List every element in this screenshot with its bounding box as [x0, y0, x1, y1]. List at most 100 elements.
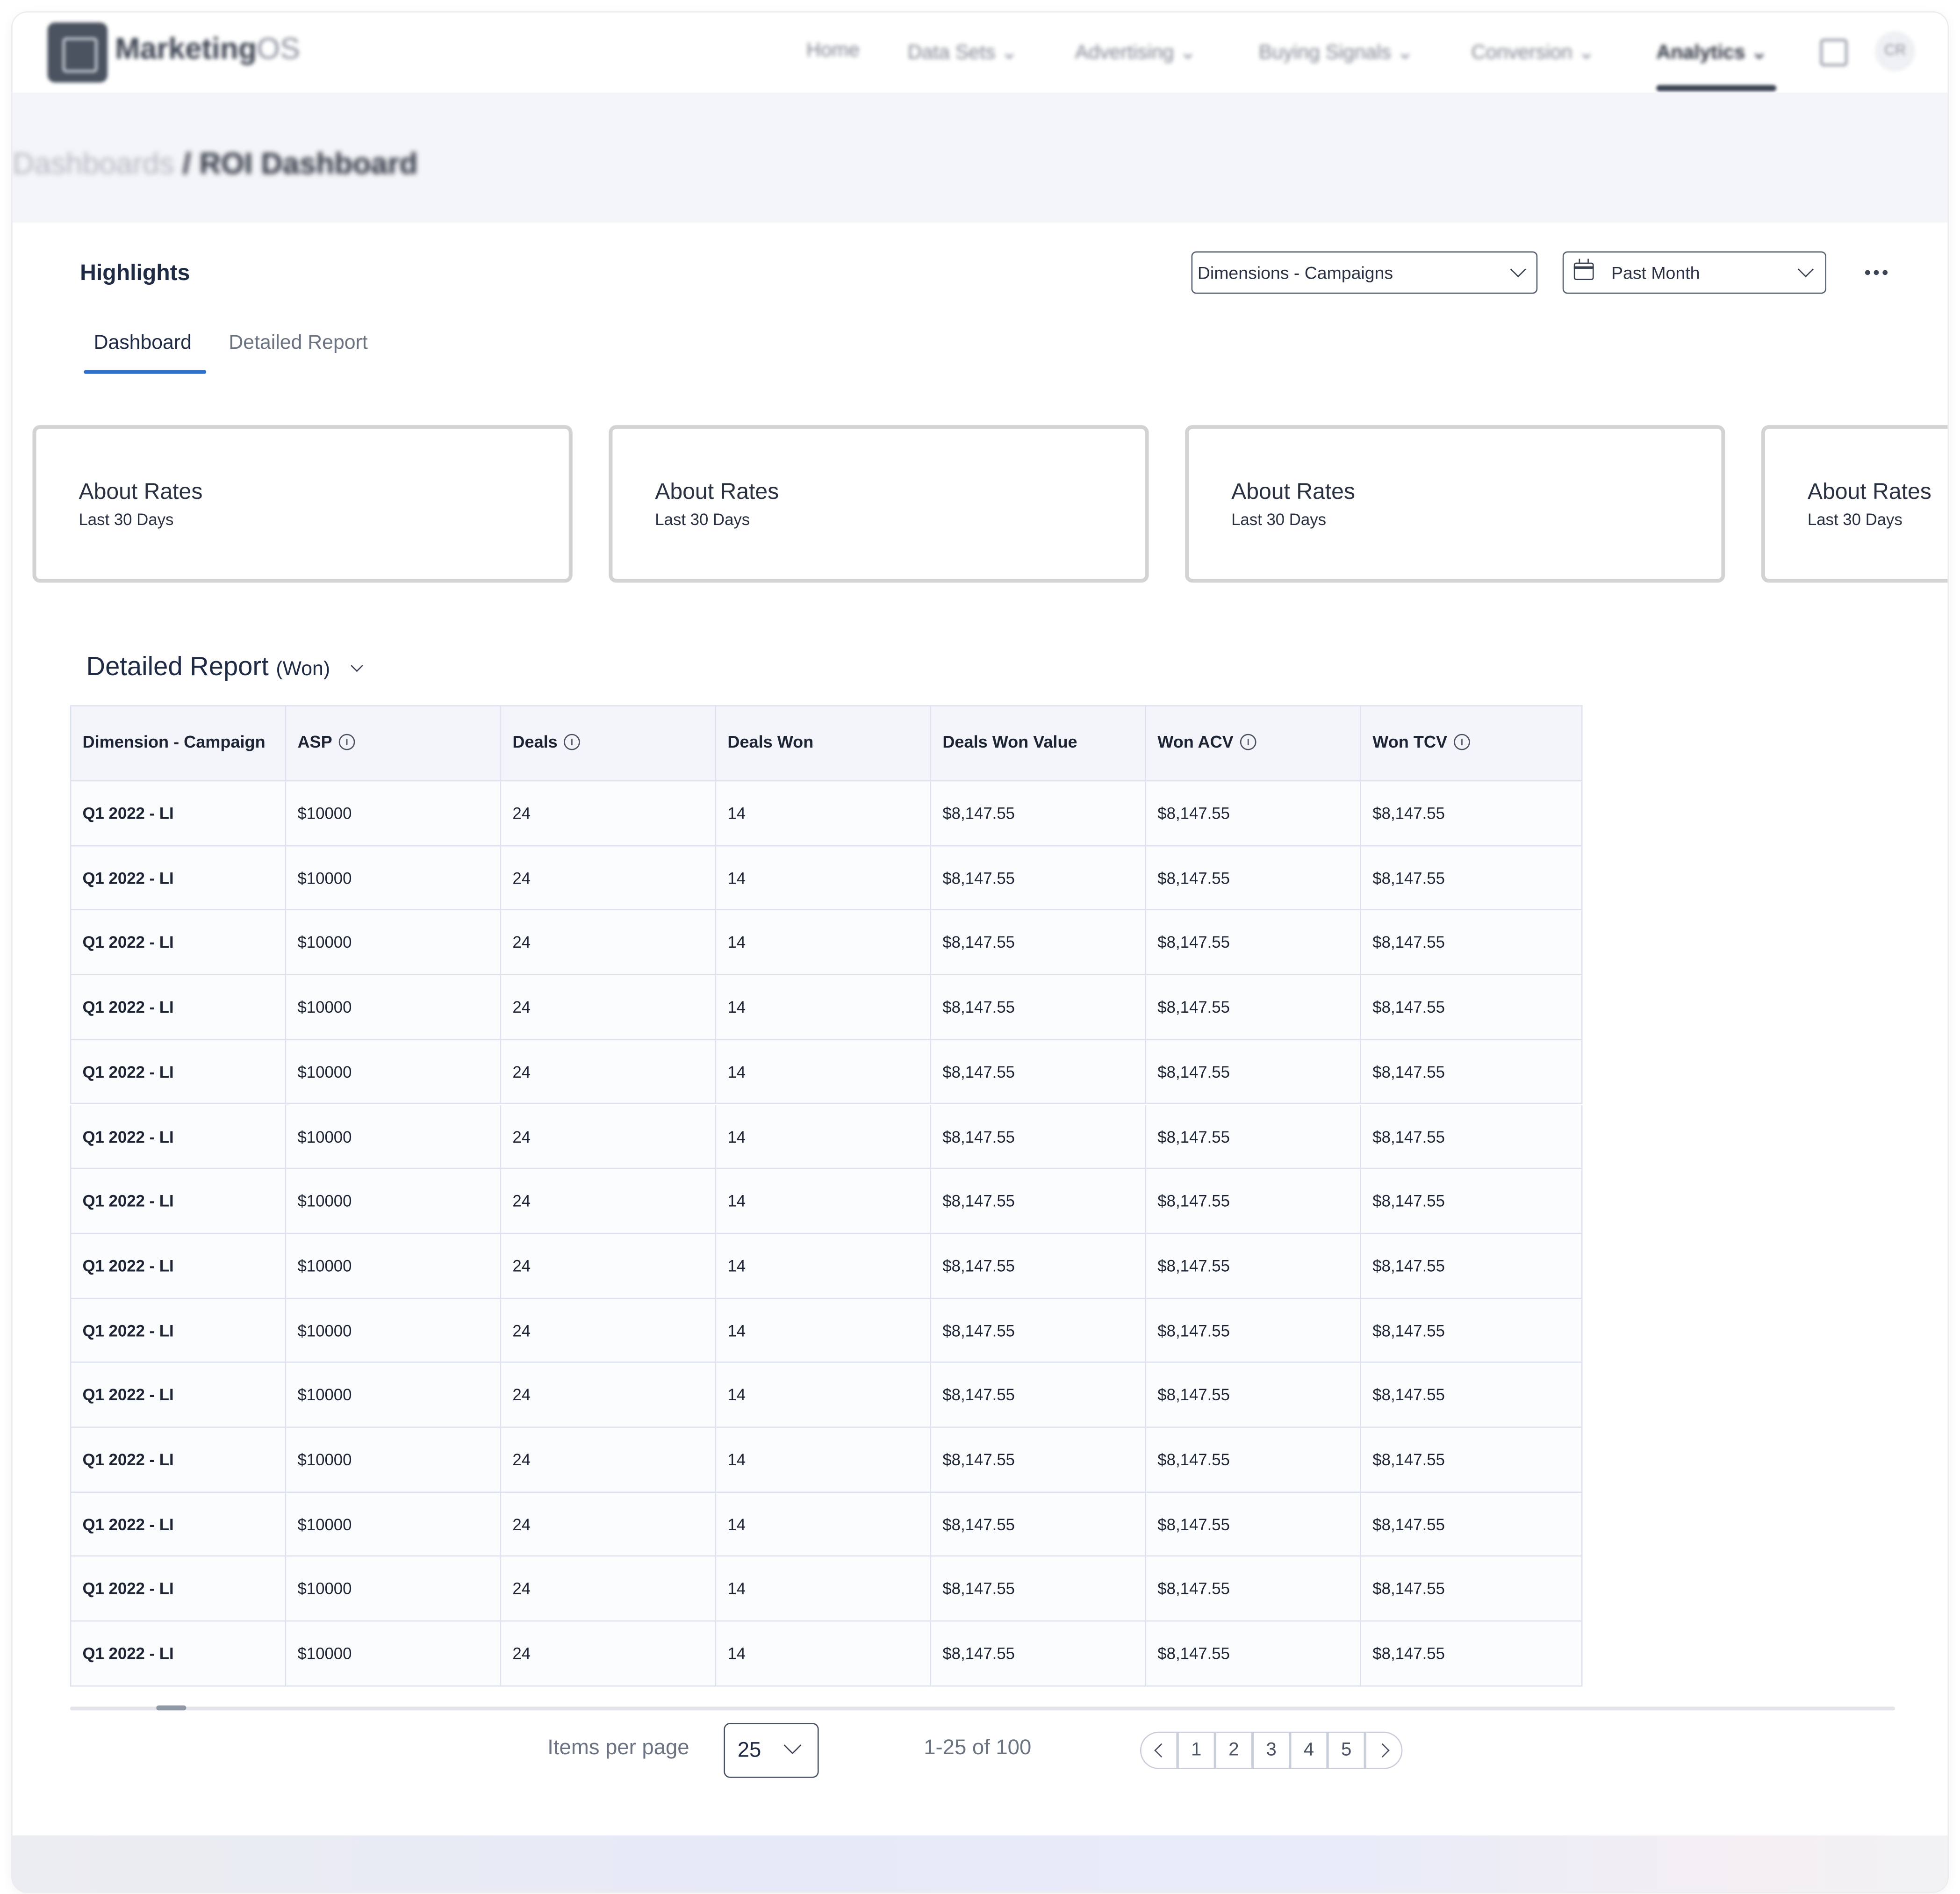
- tab-dashboard[interactable]: Dashboard: [93, 332, 192, 354]
- cell-value: $8,147.55: [1372, 1321, 1445, 1340]
- nav-item-buying-signals[interactable]: Buying Signals ⌄: [1259, 40, 1414, 65]
- nav-item-data-sets[interactable]: Data Sets ⌄: [907, 40, 1018, 65]
- next-page-button[interactable]: [1365, 1731, 1403, 1769]
- table-cell-asp: $10000: [286, 1427, 502, 1493]
- page-button-5[interactable]: 5: [1328, 1731, 1365, 1769]
- cell-value: 24: [512, 1515, 531, 1534]
- cell-value: Q1 2022 - LI: [82, 1385, 174, 1404]
- table-cell-won-acv: $8,147.55: [1146, 1621, 1362, 1686]
- report-title[interactable]: Detailed Report (Won): [86, 653, 330, 683]
- cell-value: $8,147.55: [1372, 1256, 1445, 1275]
- table-row[interactable]: Q1 2022 - LI $10000 24 14 $8,147.55 $8,147.55…: [70, 1363, 1583, 1428]
- chevron-down-icon: ⌄: [1751, 42, 1768, 64]
- prev-page-button[interactable]: [1140, 1731, 1178, 1769]
- table-row[interactable]: Q1 2022 - LI $10000 24 14 $8,147.55 $8,147.55…: [70, 846, 1583, 911]
- nav-item-analytics[interactable]: Analytics ⌄: [1656, 40, 1767, 65]
- table-row[interactable]: Q1 2022 - LI $10000 24 14 $8,147.55 $8,147.55…: [70, 1427, 1583, 1493]
- table-cell-won-acv: $8,147.55: [1146, 975, 1362, 1040]
- cell-value: $10000: [297, 804, 352, 823]
- info-icon[interactable]: [1240, 734, 1256, 750]
- avatar-initials: CR: [1884, 41, 1906, 59]
- scrollbar-thumb[interactable]: [156, 1705, 187, 1711]
- column-header-label: Deals Won Value: [942, 733, 1077, 752]
- column-header-deals-won-value[interactable]: Deals Won Value: [931, 705, 1147, 782]
- chevron-right-icon: [1375, 1743, 1390, 1758]
- apps-grid-icon[interactable]: [1820, 38, 1848, 66]
- breadcrumb: Dashboards / ROI Dashboard: [13, 148, 418, 183]
- logo-text: MarketingOS: [115, 33, 300, 68]
- tab-detailed-report[interactable]: Detailed Report: [229, 332, 368, 354]
- table-row[interactable]: Q1 2022 - LI $10000 24 14 $8,147.55 $8,147.55…: [70, 1169, 1583, 1234]
- page-button-1[interactable]: 1: [1177, 1731, 1215, 1769]
- table-cell-deals-won-value: $8,147.55: [931, 910, 1147, 976]
- cell-value: 24: [512, 1450, 531, 1469]
- table-row[interactable]: Q1 2022 - LI $10000 24 14 $8,147.55 $8,147.55…: [70, 1621, 1583, 1686]
- nav-item-advertising[interactable]: Advertising ⌄: [1075, 40, 1196, 65]
- table-row[interactable]: Q1 2022 - LI $10000 24 14 $8,147.55 $8,147.55…: [70, 1557, 1583, 1622]
- highlight-card: About Rates Last 30 Days: [32, 425, 573, 583]
- chevron-down-icon[interactable]: [351, 659, 363, 672]
- column-header-asp[interactable]: ASP: [286, 705, 502, 782]
- table-cell-campaign: Q1 2022 - LI: [70, 1557, 287, 1622]
- page-button-2[interactable]: 2: [1215, 1731, 1253, 1769]
- pagination-range: 1-25 of 100: [924, 1735, 1032, 1759]
- table-row[interactable]: Q1 2022 - LI $10000 24 14 $8,147.55 $8,147.55…: [70, 1492, 1583, 1557]
- avatar[interactable]: CR: [1875, 31, 1915, 72]
- table-cell-won-tcv: $8,147.55: [1361, 1557, 1583, 1622]
- items-per-page-select[interactable]: 25: [724, 1723, 819, 1778]
- info-icon[interactable]: [338, 734, 355, 750]
- cell-value: Q1 2022 - LI: [82, 998, 174, 1017]
- table-row[interactable]: Q1 2022 - LI $10000 24 14 $8,147.55 $8,147.55…: [70, 781, 1583, 846]
- nav-item-label: Analytics: [1656, 42, 1745, 64]
- breadcrumb-parent[interactable]: Dashboards: [12, 147, 174, 181]
- table-cell-asp: $10000: [286, 1234, 502, 1299]
- column-header-won-tcv[interactable]: Won TCV: [1361, 705, 1583, 782]
- cell-value: $8,147.55: [1157, 1321, 1230, 1340]
- nav-item-home[interactable]: Home: [806, 40, 860, 62]
- table-cell-asp: $10000: [286, 1557, 502, 1622]
- table-cell-won-tcv: $8,147.55: [1361, 1621, 1583, 1686]
- page-button-3[interactable]: 3: [1252, 1731, 1290, 1769]
- cell-value: Q1 2022 - LI: [82, 1256, 174, 1275]
- chevron-down-icon: ⌄: [1001, 42, 1018, 64]
- table-row[interactable]: Q1 2022 - LI $10000 24 14 $8,147.55 $8,147.55…: [70, 1298, 1583, 1363]
- cell-value: $10000: [297, 1515, 352, 1534]
- column-header-won-acv[interactable]: Won ACV: [1146, 705, 1362, 782]
- cell-value: $8,147.55: [942, 1515, 1015, 1534]
- info-icon-wrap: [558, 733, 580, 751]
- cell-value: $8,147.55: [1372, 804, 1445, 823]
- cell-value: 14: [727, 804, 746, 823]
- cell-value: Q1 2022 - LI: [82, 1515, 174, 1534]
- column-header-deals-won[interactable]: Deals Won: [716, 705, 932, 782]
- cell-value: 24: [512, 933, 531, 952]
- info-icon[interactable]: [564, 734, 580, 750]
- table-row[interactable]: Q1 2022 - LI $10000 24 14 $8,147.55 $8,147.55…: [70, 910, 1583, 976]
- cell-value: $10000: [297, 1256, 352, 1275]
- nav-item-conversion[interactable]: Conversion ⌄: [1472, 40, 1595, 65]
- table-row[interactable]: Q1 2022 - LI $10000 24 14 $8,147.55 $8,147.55…: [70, 1040, 1583, 1105]
- dimension-select[interactable]: Dimensions - Campaigns: [1191, 251, 1538, 294]
- table-cell-deals: 24: [501, 1104, 717, 1169]
- info-icon[interactable]: [1454, 734, 1470, 750]
- info-icon-wrap: [332, 733, 355, 751]
- table-cell-deals-won: 14: [716, 781, 932, 846]
- horizontal-scrollbar[interactable]: [70, 1707, 1895, 1711]
- table-cell-deals-won: 14: [716, 1363, 932, 1428]
- card-subtitle: Last 30 Days: [1231, 510, 1326, 529]
- column-header-campaign[interactable]: Dimension - Campaign: [70, 705, 287, 782]
- table-cell-won-acv: $8,147.55: [1146, 1363, 1362, 1428]
- nav-item-label: Data Sets: [907, 42, 996, 64]
- table-row[interactable]: Q1 2022 - LI $10000 24 14 $8,147.55 $8,147.55…: [70, 975, 1583, 1040]
- more-options-icon[interactable]: [1863, 260, 1893, 285]
- cell-value: 14: [727, 1515, 746, 1534]
- cell-value: 24: [512, 1192, 531, 1211]
- table-row[interactable]: Q1 2022 - LI $10000 24 14 $8,147.55 $8,147.55…: [70, 1104, 1583, 1169]
- page-button-4[interactable]: 4: [1290, 1731, 1328, 1769]
- table-row[interactable]: Q1 2022 - LI $10000 24 14 $8,147.55 $8,147.55…: [70, 1234, 1583, 1299]
- table-cell-deals-won-value: $8,147.55: [931, 1234, 1147, 1299]
- column-header-deals[interactable]: Deals: [501, 705, 717, 782]
- breadcrumb-separator: /: [174, 147, 200, 181]
- items-per-page-label: Items per page: [547, 1735, 689, 1759]
- cell-value: $8,147.55: [1372, 1192, 1445, 1211]
- period-select[interactable]: Past Month: [1562, 251, 1827, 294]
